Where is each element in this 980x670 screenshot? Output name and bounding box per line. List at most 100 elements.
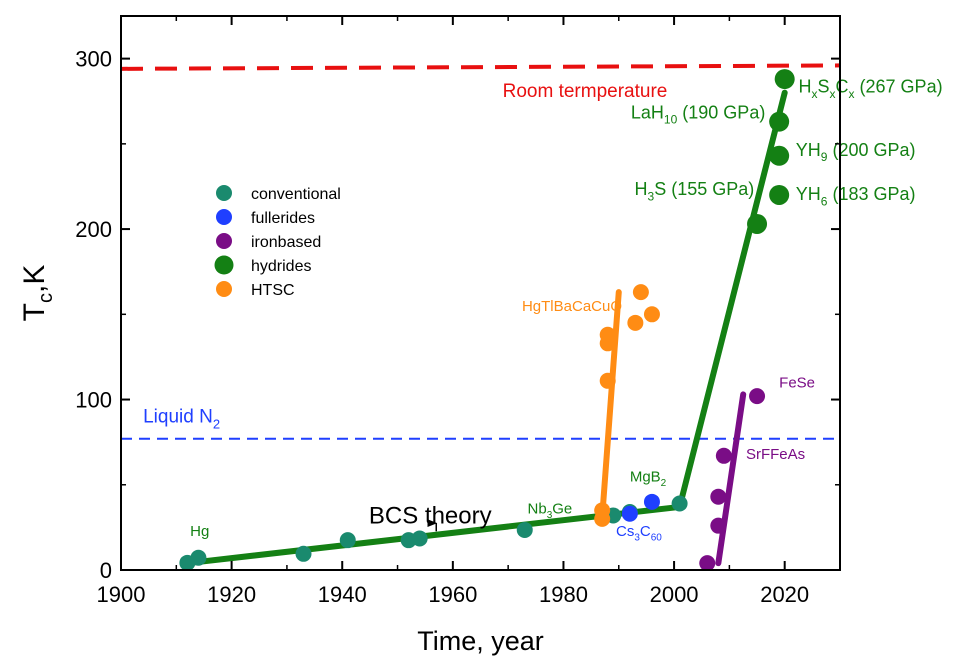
point-hydrides: [769, 184, 790, 205]
label-hxsxcx-part: x: [849, 87, 855, 101]
htsc-trend: [599, 289, 622, 521]
legend-marker-hydrides: [214, 255, 234, 275]
label-h3s-part: S (155 GPa): [654, 179, 754, 199]
label-yh6: YH6 (183 GPa): [796, 184, 916, 208]
y-tick-label: 300: [75, 47, 112, 72]
point-HTSC: [632, 284, 649, 301]
x-tick-label: 2000: [650, 582, 699, 607]
point-conventional: [295, 545, 312, 562]
point-HTSC: [643, 306, 660, 323]
label-h3s: H3S (155 GPa): [635, 179, 755, 203]
label-fese: FeSe: [779, 375, 815, 392]
liquid-n2-label-part: 2: [213, 416, 220, 431]
label-cs3c60-part: 60: [651, 532, 663, 543]
label-cs3c60-part: C: [640, 523, 651, 540]
label-srffeas-part: SrFFeAs: [746, 446, 805, 463]
x-tick-label: 1960: [428, 582, 477, 607]
label-hxsxcx-part: H: [799, 77, 812, 97]
x-axis-label: Time, year: [417, 626, 544, 656]
point-conventional: [190, 549, 207, 566]
legend-label-fullerides: fullerides: [251, 210, 315, 227]
label-hg: Hg: [190, 523, 209, 540]
legend-label-hydrides: hydrides: [251, 258, 311, 275]
point-hydrides: [769, 111, 790, 132]
x-tick-label: 2020: [760, 582, 809, 607]
hydride-trend: [676, 89, 788, 510]
label-yh9-part: YH: [796, 140, 821, 160]
label-hg-part: Hg: [190, 523, 209, 540]
liquid-n2-label: Liquid N2: [143, 407, 220, 432]
legend-marker-conventional: [216, 185, 232, 201]
y-tick-label: 100: [75, 388, 112, 413]
point-hydrides: [747, 213, 768, 234]
label-yh6-part: YH: [796, 184, 821, 204]
label-nb3ge-part: 3: [547, 510, 553, 521]
label-hxsxcx-part: x: [830, 87, 836, 101]
label-hxsxcx-part: C: [836, 77, 849, 97]
plot-frame: [120, 15, 841, 571]
point-conventional: [411, 530, 428, 547]
label-cs3c60: Cs3C60: [616, 523, 662, 544]
label-lah10-part: 10: [664, 113, 678, 127]
label-hxsxcx-part: (267 GPa): [855, 77, 943, 97]
iron-trend: [715, 391, 747, 567]
label-srffeas: SrFFeAs: [746, 446, 805, 463]
label-mgb2-part: MgB: [630, 468, 661, 485]
x-tick-label: 1940: [318, 582, 367, 607]
point-HTSC: [599, 372, 616, 389]
label-nb3ge: Nb3Ge: [528, 501, 573, 522]
legend-marker-fullerides: [216, 209, 232, 225]
label-lah10-part: LaH: [631, 102, 664, 122]
y-axis-label-main: T: [18, 303, 51, 321]
label-hxsxcx-part: S: [818, 77, 830, 97]
label-yh6-part: 6: [821, 194, 828, 208]
y-tick-label: 0: [100, 558, 112, 583]
room-temperature-line: [121, 63, 840, 71]
label-hxsxcx-part: x: [812, 87, 818, 101]
point-HTSC: [594, 510, 611, 527]
y-axis-label-rest: ,K: [18, 265, 51, 293]
point-ironbased: [710, 517, 727, 534]
label-lah10-part: (190 GPa): [677, 102, 765, 122]
label-nb3ge-part: Ge: [552, 501, 572, 518]
label-cs3c60-part: Cs: [616, 523, 634, 540]
label-mgb2-part: 2: [661, 478, 667, 489]
label-hxsxcx: HxSxCx (267 GPa): [799, 77, 943, 101]
label-h3s-part: 3: [648, 189, 655, 203]
point-hydrides: [774, 69, 795, 90]
y-axis-label-sub: c: [35, 293, 57, 303]
legend-marker-HTSC: [216, 281, 232, 297]
legend-label-conventional: conventional: [251, 186, 341, 203]
y-tick-label: 200: [75, 217, 112, 242]
point-HTSC: [599, 326, 616, 343]
liquid-n2-label-part: Liquid N: [143, 407, 213, 428]
point-ironbased: [699, 555, 716, 570]
legend-label-ironbased: ironbased: [251, 234, 321, 251]
point-fullerides: [643, 493, 660, 510]
label-yh9-part: 9: [821, 150, 828, 164]
label-hgtlbacacuo-part: HgTlBaCaCuO: [522, 298, 622, 315]
point-ironbased: [710, 488, 727, 505]
y-axis-label: Tc,K: [18, 265, 57, 322]
point-conventional: [671, 495, 688, 512]
label-lah10: LaH10 (190 GPa): [631, 102, 765, 126]
label-fese-part: FeSe: [779, 375, 815, 392]
point-conventional: [339, 532, 356, 549]
label-nb3ge-part: Nb: [528, 501, 547, 518]
point-ironbased: [715, 447, 732, 464]
point-HTSC: [627, 314, 644, 331]
point-conventional: [516, 521, 533, 538]
label-yh6-part: (183 GPa): [827, 184, 915, 204]
x-tick-label: 1980: [539, 582, 588, 607]
legend-marker-ironbased: [216, 233, 232, 249]
label-yh9-part: (200 GPa): [827, 140, 915, 160]
label-mgb2: MgB2: [630, 468, 667, 489]
legend-label-HTSC: HTSC: [251, 282, 295, 299]
label-cs3c60-part: 3: [634, 532, 640, 543]
label-hgtlbacacuo: HgTlBaCaCuO: [522, 298, 622, 315]
point-hydrides: [769, 145, 790, 166]
label-yh9: YH9 (200 GPa): [796, 140, 916, 164]
point-ironbased: [749, 388, 766, 405]
label-h3s-part: H: [635, 179, 648, 199]
